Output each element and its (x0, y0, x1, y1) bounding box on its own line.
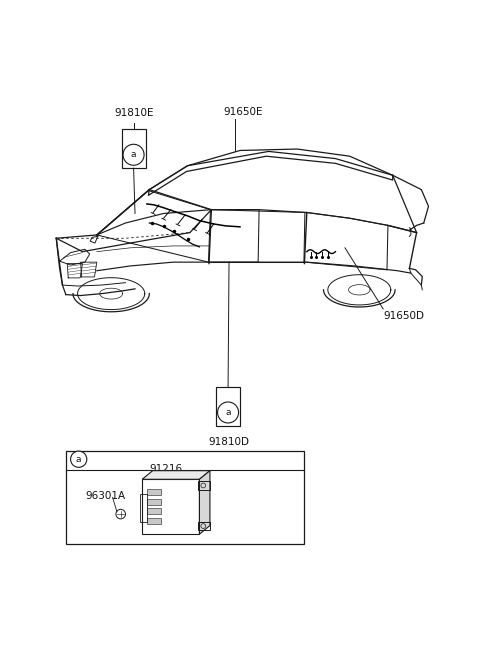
Bar (140, 493, 147, 522)
Bar (121, 129, 145, 168)
Bar (66, 451, 304, 544)
Text: 91650E: 91650E (223, 107, 263, 117)
Bar (147, 518, 161, 523)
Text: 96301A: 96301A (85, 491, 125, 501)
Text: a: a (76, 455, 82, 464)
Bar (147, 508, 161, 514)
Circle shape (123, 144, 144, 165)
Text: a: a (225, 408, 231, 417)
Text: 91810D: 91810D (208, 437, 249, 447)
Bar (216, 386, 240, 426)
Text: a: a (131, 150, 136, 159)
Bar (142, 480, 199, 534)
Text: 91650D: 91650D (383, 311, 424, 321)
Circle shape (71, 451, 87, 467)
Text: 91216: 91216 (149, 464, 182, 474)
Circle shape (217, 402, 239, 423)
Polygon shape (199, 471, 210, 534)
Bar (147, 489, 161, 495)
Bar (198, 522, 210, 530)
Bar (147, 499, 161, 504)
Text: 91810E: 91810E (114, 108, 154, 118)
Bar (198, 482, 210, 490)
Polygon shape (142, 471, 210, 480)
